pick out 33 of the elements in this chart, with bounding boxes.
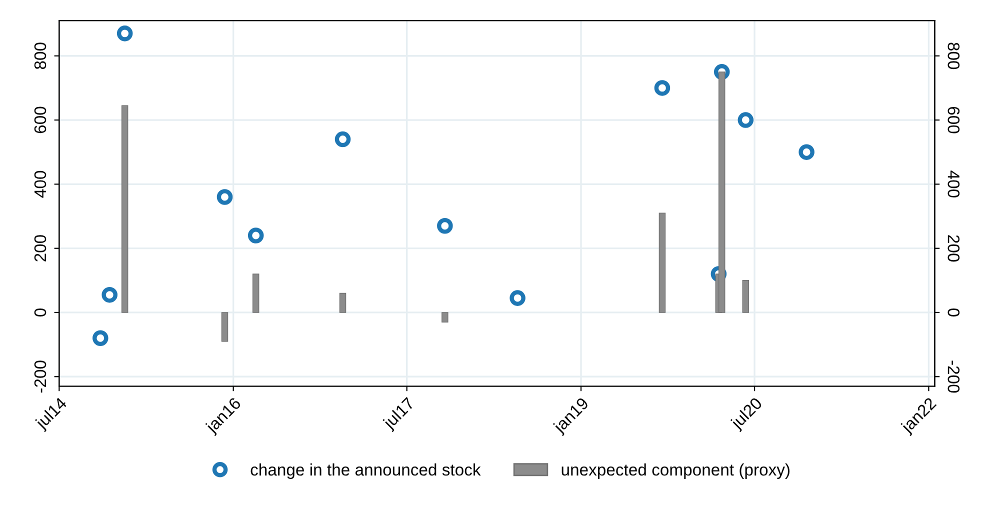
point [738, 112, 754, 128]
legend-label: unexpected component (proxy) [562, 463, 790, 479]
legend-label: change in the announced stock [250, 463, 481, 479]
point [510, 290, 526, 306]
y-tick-label: -200 [34, 360, 46, 393]
bar [121, 105, 128, 313]
point [116, 26, 133, 42]
bar [742, 280, 750, 313]
y2-tick-label: 200 [948, 235, 960, 262]
y-tick-label: 200 [34, 235, 46, 262]
bar [221, 312, 228, 342]
y2-tick-label: 800 [948, 42, 960, 70]
y2-tick-label: 0 [948, 308, 960, 316]
y-tick-label: 800 [34, 42, 46, 70]
y-tick-label: 600 [34, 106, 46, 134]
y2-tick-label: 600 [948, 106, 960, 134]
y2-tick-label: -200 [948, 360, 960, 393]
point [798, 144, 814, 160]
bar [718, 72, 726, 313]
y-tick-label: 400 [34, 170, 46, 198]
point [437, 218, 453, 234]
bar [252, 274, 260, 313]
point [334, 131, 351, 148]
point [654, 80, 670, 96]
bar [442, 312, 448, 322]
y2-tick-label: 400 [948, 170, 960, 198]
bar [339, 292, 346, 313]
bar [658, 212, 666, 313]
point [102, 286, 118, 303]
point [248, 228, 264, 244]
point [216, 189, 233, 205]
point [92, 330, 108, 346]
y-tick-label: 0 [34, 308, 46, 316]
